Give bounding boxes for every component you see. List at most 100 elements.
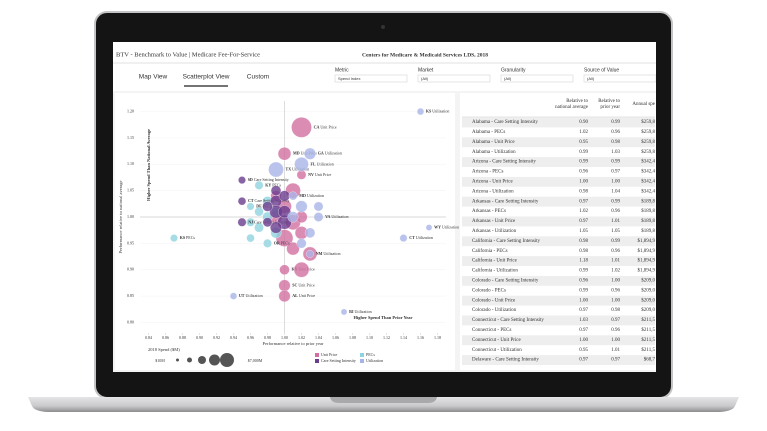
dropdown[interactable] xyxy=(334,74,408,83)
bubble[interactable] xyxy=(254,181,264,190)
row-label[interactable]: Delaware - Care Setting Intensity xyxy=(472,358,539,363)
row-label[interactable]: Arkansas - Care Setting Intensity xyxy=(472,199,539,204)
point-label: NV Unit Price xyxy=(308,172,331,177)
bubble[interactable] xyxy=(262,201,273,212)
row-label[interactable]: Arkansas - Utilization xyxy=(472,229,517,234)
bubble[interactable] xyxy=(306,250,314,258)
bubble[interactable] xyxy=(399,234,408,242)
bubble[interactable] xyxy=(304,147,316,160)
bubble[interactable] xyxy=(294,157,309,172)
bubble[interactable] xyxy=(287,211,299,223)
filter-label: Market xyxy=(418,67,434,73)
cell: 0.98 xyxy=(579,249,588,254)
laptop-base xyxy=(28,397,739,412)
row-label[interactable]: Arkansas - PECs xyxy=(472,209,506,214)
bubble[interactable] xyxy=(229,292,238,300)
tab[interactable]: Map View xyxy=(139,74,168,81)
bubble[interactable] xyxy=(278,279,291,292)
row-label[interactable]: Colorado - Care Setting Intensity xyxy=(472,279,539,284)
row-label[interactable]: Connecticut - PECs xyxy=(472,328,511,333)
bubble[interactable] xyxy=(237,217,247,227)
row-label[interactable]: Arizona - PECs xyxy=(472,170,503,175)
cell: $211,556 xyxy=(641,318,660,323)
point-metric: Unit Price xyxy=(299,293,316,298)
header-line: national average xyxy=(555,105,589,110)
bubble[interactable] xyxy=(254,222,264,233)
cell: 1.00 xyxy=(611,338,620,343)
bubble[interactable] xyxy=(279,264,290,275)
bubble[interactable] xyxy=(246,233,255,243)
bubble[interactable] xyxy=(278,205,291,219)
row-label[interactable]: Connecticut - Utilization xyxy=(472,348,522,353)
point-label: RI Utilization xyxy=(349,309,372,314)
row-label[interactable]: Arizona - Care Setting Intensity xyxy=(472,160,536,165)
cell: $211,556 xyxy=(641,338,660,343)
bubble[interactable] xyxy=(340,308,348,316)
bubble[interactable] xyxy=(296,238,307,249)
bubble[interactable] xyxy=(246,202,255,211)
bubble[interactable] xyxy=(238,176,246,184)
bubble[interactable] xyxy=(262,217,273,228)
bubble[interactable] xyxy=(296,170,307,180)
dropdown-value: (All) xyxy=(504,76,512,81)
dropdown[interactable] xyxy=(500,74,574,83)
row-label[interactable]: Alabama - Utilization xyxy=(472,150,516,155)
row-label[interactable]: Colorado - Utilization xyxy=(472,308,517,313)
x-tick-label: 1.06 xyxy=(332,335,339,340)
bubble[interactable] xyxy=(295,200,308,213)
tab-active[interactable]: Scatterplot View xyxy=(183,74,230,81)
cell: 0.96 xyxy=(611,328,620,333)
row-label[interactable]: California - Utilization xyxy=(472,269,518,274)
bubble[interactable] xyxy=(237,197,247,206)
bubble[interactable] xyxy=(254,207,264,217)
row-bg xyxy=(462,256,655,266)
row-label[interactable]: Colorado - Unit Price xyxy=(472,298,516,303)
bubble[interactable] xyxy=(270,221,282,234)
bubble[interactable] xyxy=(425,224,433,231)
cell: $68,776 xyxy=(644,358,661,363)
cell: 0.97 xyxy=(611,318,620,323)
cell: 0.99 xyxy=(579,269,588,274)
bubble[interactable] xyxy=(277,147,292,161)
dropdown[interactable] xyxy=(583,74,656,83)
row-label[interactable]: Alabama - PECs xyxy=(472,130,505,135)
row-label[interactable]: California - PECs xyxy=(472,249,508,254)
bubble[interactable] xyxy=(416,107,425,116)
bubble[interactable] xyxy=(268,161,284,178)
bubble[interactable] xyxy=(288,191,298,201)
bubble[interactable] xyxy=(313,201,324,212)
camera xyxy=(381,25,385,29)
cell: 1.02 xyxy=(579,209,588,214)
bubble[interactable] xyxy=(293,262,310,278)
cell: 0.96 xyxy=(611,249,620,254)
cell: 1.00 xyxy=(579,298,588,303)
bubble[interactable] xyxy=(286,242,300,256)
point-state: AL xyxy=(292,293,298,298)
bubble[interactable] xyxy=(170,234,178,242)
bubble[interactable] xyxy=(291,117,312,138)
dropdown[interactable] xyxy=(417,74,491,83)
point-metric: Care Setting Intensity xyxy=(254,177,289,182)
row-label[interactable]: Arizona - Unit Price xyxy=(472,180,513,185)
row-label[interactable]: Connecticut - Care Setting Intensity xyxy=(472,318,544,323)
row-label[interactable]: Alabama - Care Setting Intensity xyxy=(472,120,538,125)
bubble[interactable] xyxy=(263,239,272,248)
row-label[interactable]: Arizona - Utilization xyxy=(472,189,514,194)
row-bg xyxy=(462,335,655,346)
row-label[interactable]: Alabama - Unit Price xyxy=(472,140,515,145)
row-label[interactable]: Connecticut - Unit Price xyxy=(472,338,522,343)
bubble[interactable] xyxy=(278,290,291,303)
hinge-notch xyxy=(330,397,437,403)
row-label[interactable]: California - Unit Price xyxy=(472,259,518,264)
bubble[interactable] xyxy=(313,212,324,222)
row-label[interactable]: Arkansas - Unit Price xyxy=(472,219,516,224)
tab[interactable]: Custom xyxy=(247,74,269,81)
bubble[interactable] xyxy=(304,227,316,238)
row-label[interactable]: Colorado - PECs xyxy=(472,288,506,293)
row-label[interactable]: California - Care Setting Intensity xyxy=(472,239,541,244)
scatterplot: 0.80 0.85 0.90 0.95 1.00 1.05 1.10 1.15 1.20 0.84… xyxy=(118,101,459,367)
x-tick-label: 1.14 xyxy=(400,335,407,340)
point-state: NM xyxy=(316,251,323,256)
cell: $211,556 xyxy=(641,348,660,353)
bubble[interactable] xyxy=(270,185,282,196)
